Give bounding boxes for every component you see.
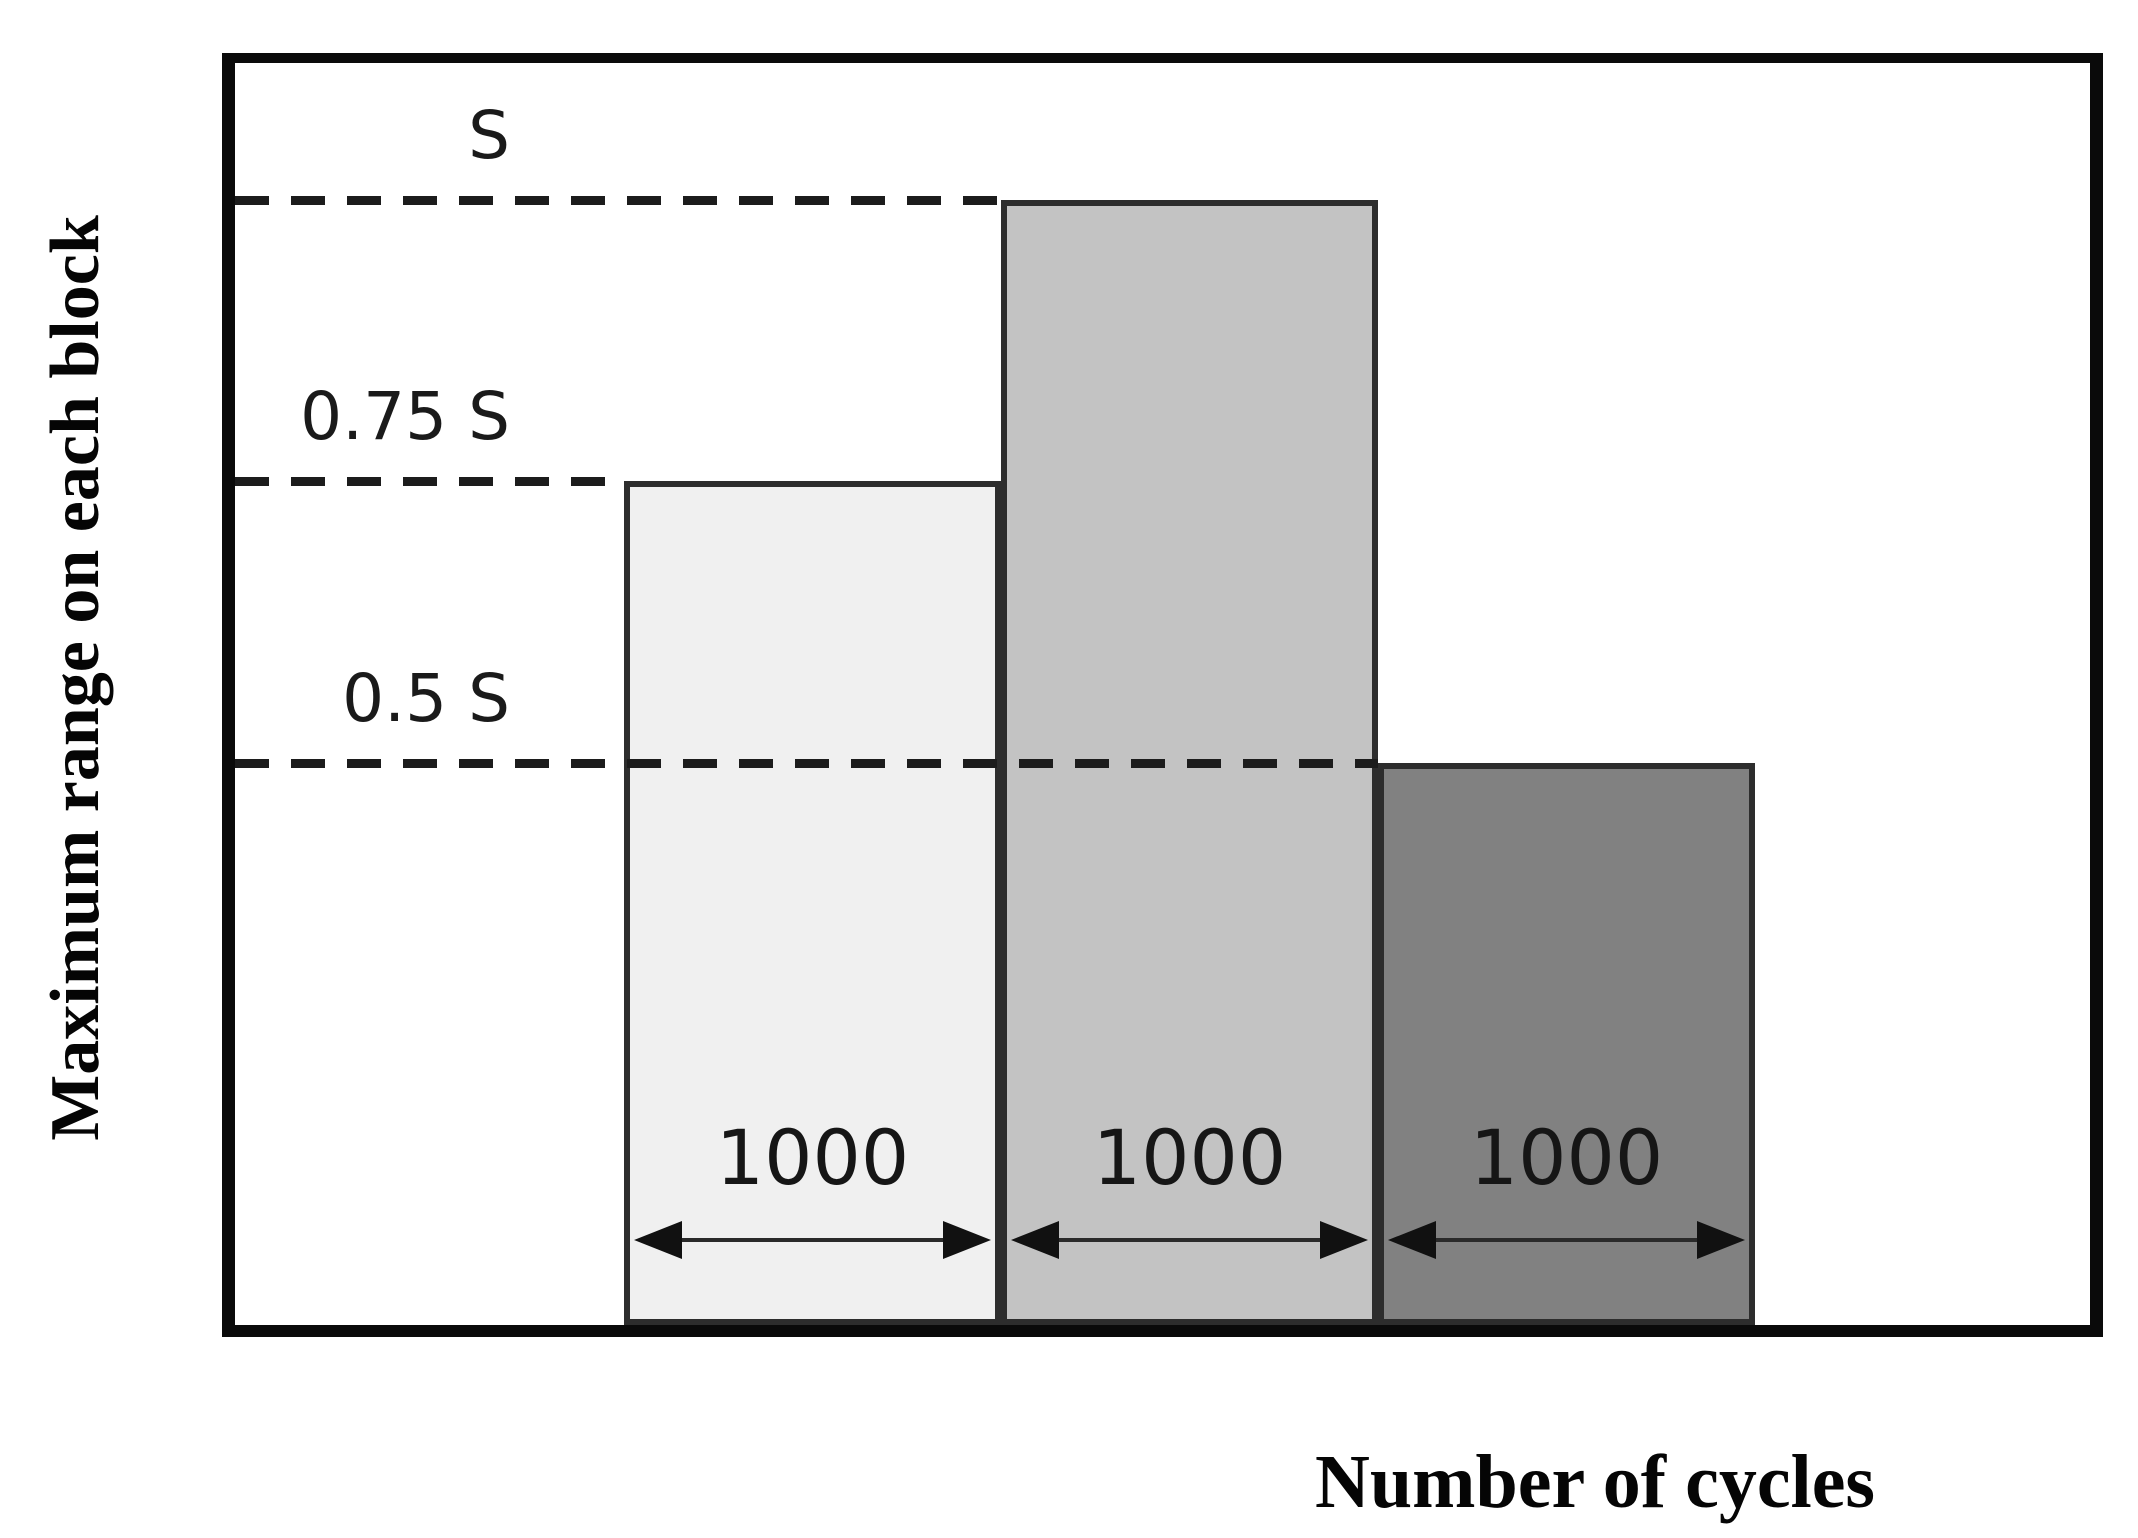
reference-line-075s: [235, 477, 624, 487]
cycles-label-block-3: 1000: [1469, 1113, 1664, 1202]
right-arrowhead-icon: [943, 1221, 991, 1259]
y-axis-label: Maximum range on each block: [37, 215, 114, 1141]
reference-label-075s: 0.75 S: [300, 378, 510, 456]
bar-block-1: [624, 481, 1001, 1325]
width-arrow-block-2: [1011, 1220, 1368, 1260]
left-arrowhead-icon: [1011, 1221, 1059, 1259]
arrow-shaft: [1436, 1238, 1697, 1242]
right-arrowhead-icon: [1320, 1221, 1368, 1259]
reference-label-s: S: [468, 97, 510, 174]
left-arrowhead-icon: [634, 1221, 682, 1259]
bar-block-3: [1378, 762, 1755, 1325]
width-arrow-block-1: [634, 1220, 991, 1260]
cycles-label-block-2: 1000: [1092, 1113, 1287, 1202]
right-arrowhead-icon: [1697, 1221, 1745, 1259]
arrow-shaft: [682, 1238, 943, 1242]
reference-line-05s: [235, 758, 1378, 768]
left-arrowhead-icon: [1388, 1221, 1436, 1259]
width-arrow-block-3: [1388, 1220, 1745, 1260]
x-axis-label: Number of cycles: [1314, 1440, 1876, 1524]
arrow-shaft: [1059, 1238, 1320, 1242]
reference-line-s: [235, 196, 1001, 205]
cycles-label-block-1: 1000: [715, 1113, 910, 1202]
reference-label-05s: 0.5 S: [342, 659, 510, 737]
